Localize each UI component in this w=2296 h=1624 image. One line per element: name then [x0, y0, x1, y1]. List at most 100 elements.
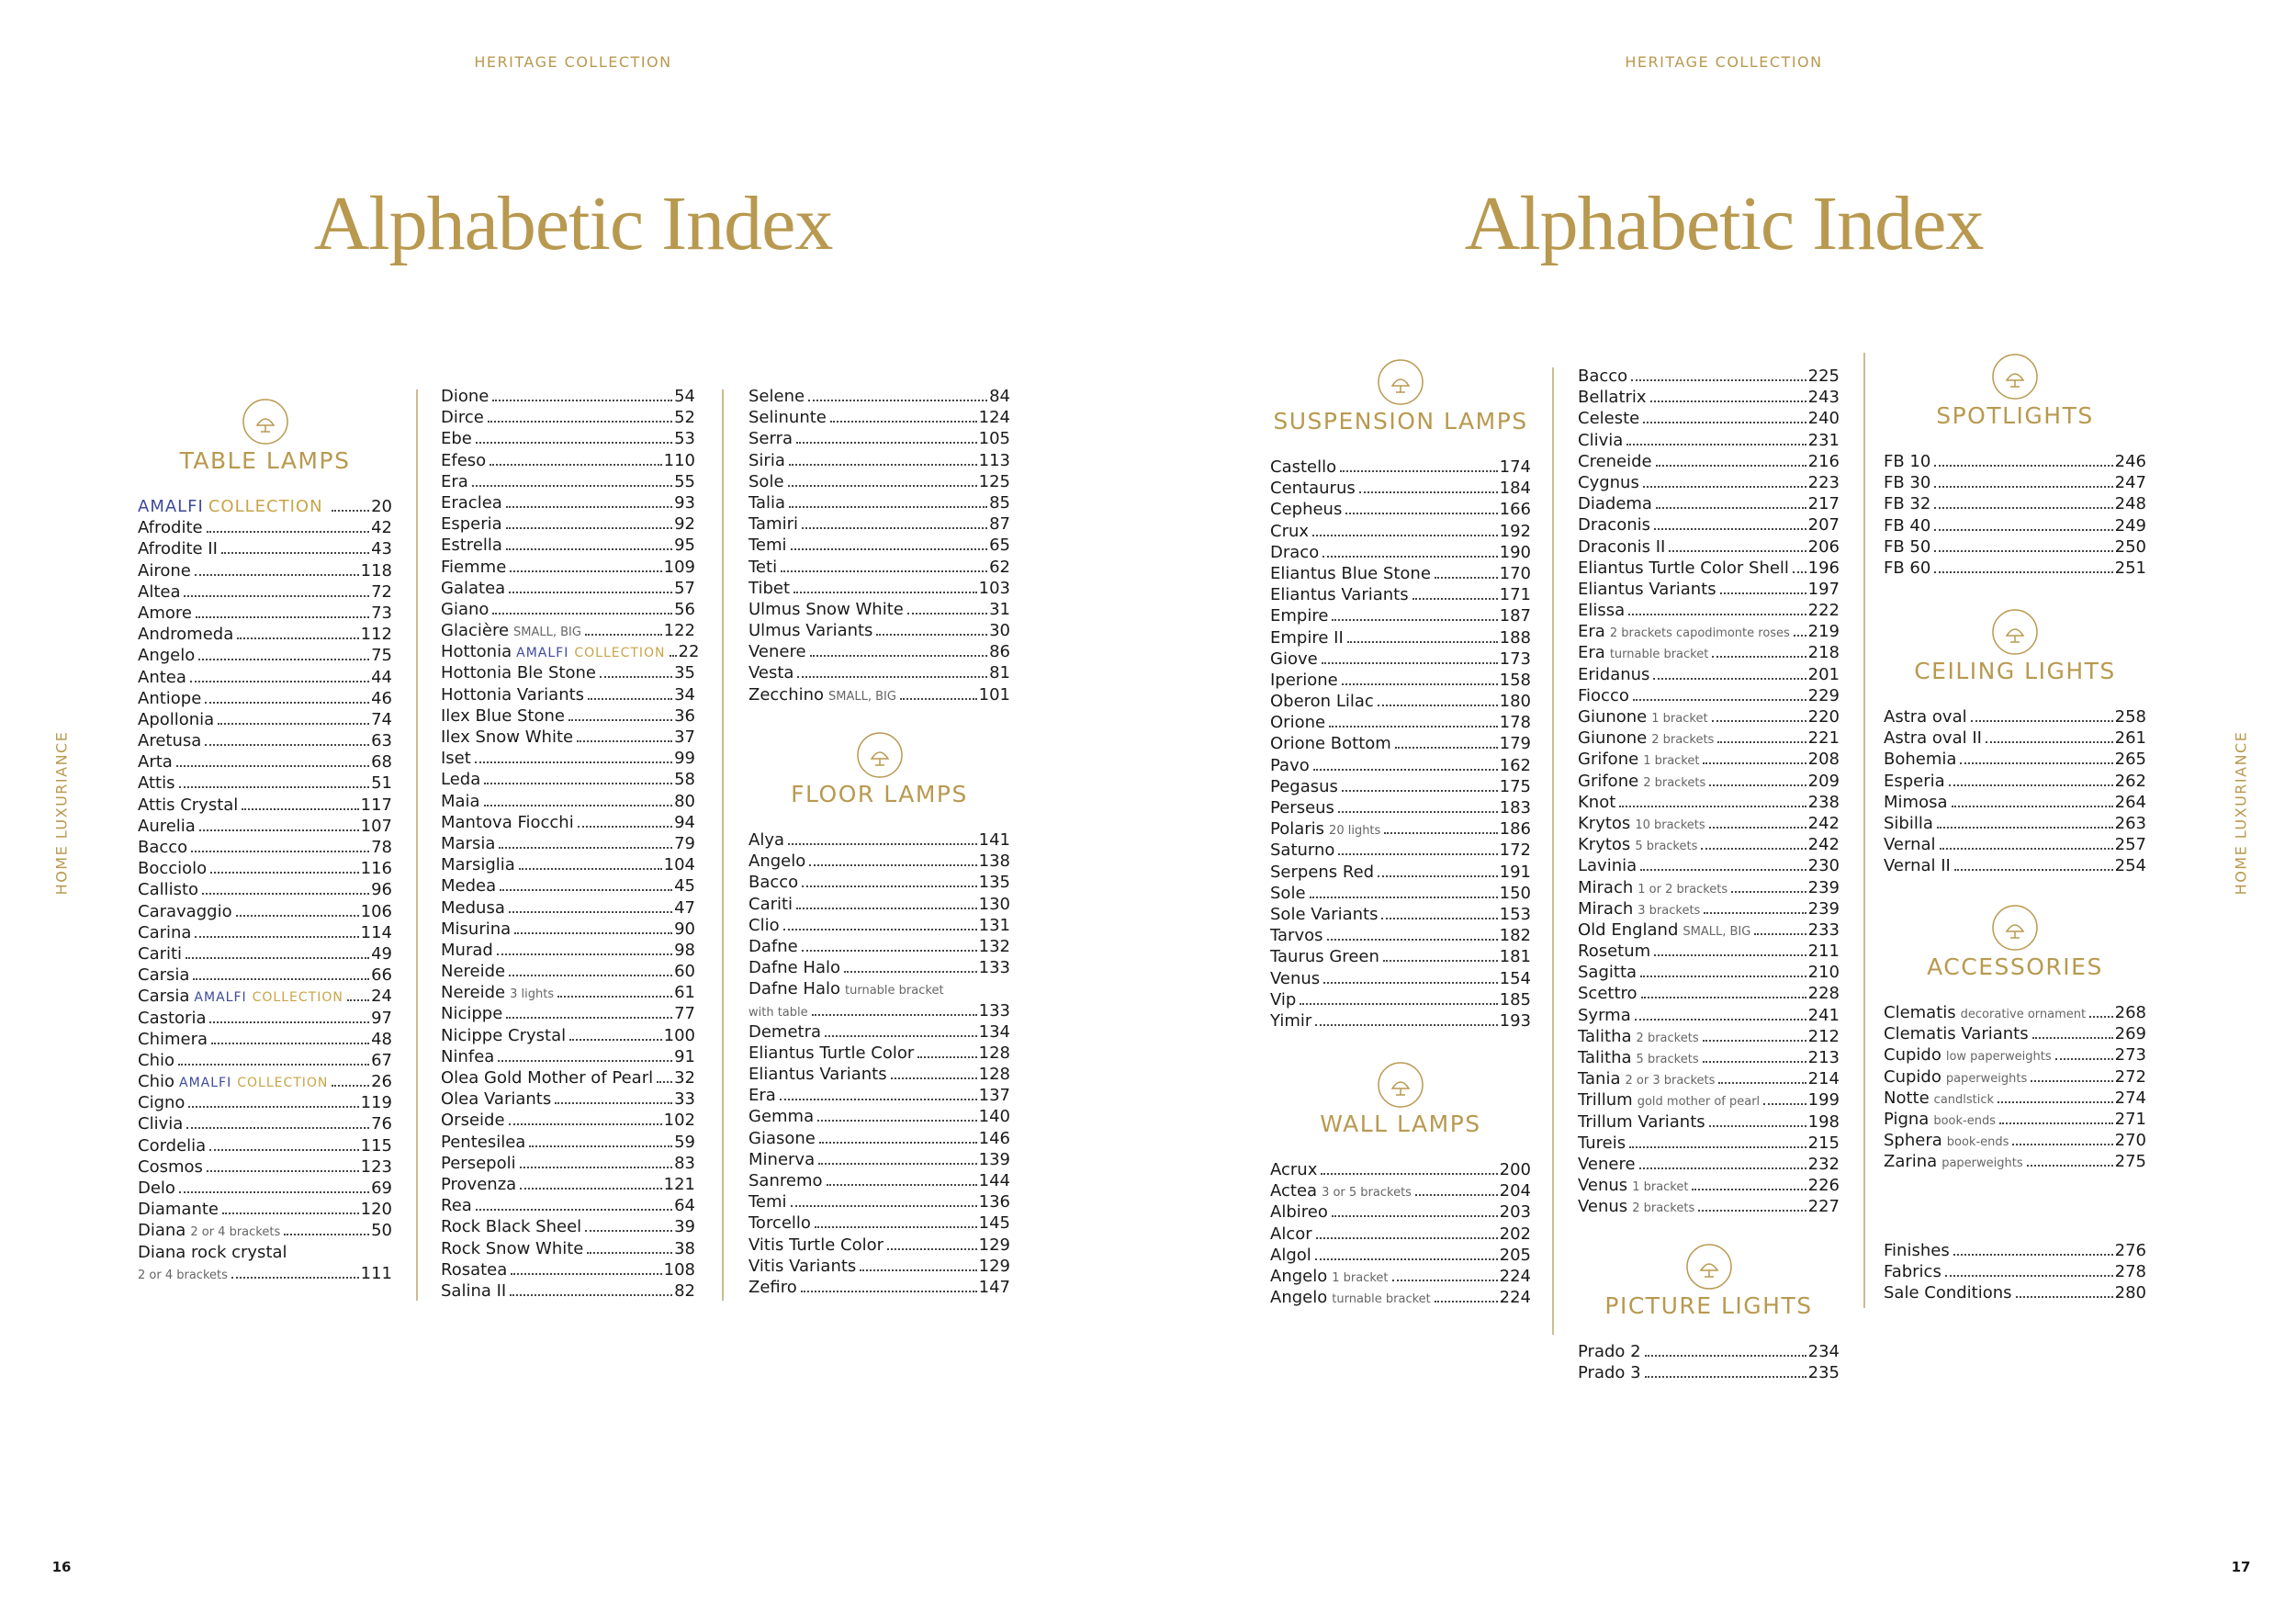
- entry-name: Cygnus: [1578, 472, 1639, 492]
- index-entry: Clivia 231: [1578, 430, 1840, 451]
- entry-page: 224: [1499, 1288, 1531, 1308]
- entry-name: Eridanus: [1578, 664, 1650, 684]
- entry-page: 56: [674, 599, 695, 619]
- leader: [178, 786, 370, 789]
- leader: [1934, 549, 2113, 552]
- leader: [890, 1077, 977, 1080]
- entry-name: Venus: [1270, 968, 1321, 988]
- entry-page: 219: [1807, 622, 1840, 642]
- entry-name: Tania: [1578, 1069, 1621, 1089]
- leader: [1626, 443, 1806, 445]
- entry-name: Cariti: [748, 894, 793, 914]
- running-header: HERITAGE COLLECTION: [474, 53, 672, 71]
- entry-page: 110: [663, 450, 695, 470]
- entry-name: Bellatrix: [1578, 388, 1647, 408]
- section-icon: [242, 399, 288, 445]
- entry-name: Altea: [138, 581, 181, 602]
- entry-name: Marsia: [441, 833, 496, 853]
- index-entry: Carsia AMALFI COLLECTION 24: [138, 986, 392, 1007]
- entry-page: 201: [1807, 664, 1840, 684]
- divider: [416, 389, 418, 1301]
- entry-page: 280: [2114, 1283, 2146, 1303]
- index-entry: Talia 85: [748, 492, 1010, 513]
- index-entry: Venus 2 brackets 227: [1578, 1196, 1840, 1217]
- index-entry: Tureis 215: [1578, 1133, 1840, 1154]
- entry-page: 200: [1499, 1160, 1531, 1179]
- entry-page: 199: [1807, 1090, 1840, 1111]
- leader: [1315, 1023, 1498, 1026]
- index-entry: Fabrics 278: [1884, 1261, 2146, 1282]
- entry-name: Antea: [138, 667, 186, 687]
- index-entry: Alya 141: [748, 829, 1010, 851]
- entry-page: 265: [2114, 750, 2146, 770]
- leader: [1701, 848, 1806, 851]
- entry-page: 153: [1499, 904, 1531, 924]
- leader: [235, 914, 359, 917]
- entry-name: Esperia: [1884, 771, 1945, 791]
- leader: [484, 783, 673, 785]
- entry-name: Centaurus: [1270, 479, 1356, 499]
- index-entry: Serra 105: [748, 428, 1010, 449]
- entry-name: Empire II: [1270, 627, 1344, 648]
- leader: [1934, 507, 2113, 510]
- index-entry: AMALFI COLLECTION 20: [138, 496, 392, 517]
- leader: [788, 463, 977, 466]
- index-entry: Amore 73: [138, 603, 392, 624]
- index-entry: Alcor 202: [1270, 1224, 1531, 1245]
- entry-page: 95: [674, 536, 695, 556]
- leader: [1377, 705, 1498, 707]
- leader: [584, 634, 662, 637]
- leader: [206, 531, 370, 534]
- entry-page: 31: [989, 599, 1010, 619]
- entry-page: 44: [371, 667, 392, 687]
- index-entry: Bacco 135: [748, 872, 1010, 893]
- leader: [1718, 1082, 1806, 1085]
- index-entry: Sole 125: [748, 471, 1010, 492]
- index-entry: Prado 2 234: [1578, 1341, 1840, 1362]
- leader: [186, 1127, 370, 1130]
- entry-page: 93: [674, 492, 695, 513]
- entry-name: Sole Variants: [1270, 904, 1379, 924]
- entry-name: Clivia: [138, 1114, 184, 1134]
- entry-page: 109: [663, 557, 695, 577]
- index-entry: Iset 99: [441, 748, 695, 769]
- entry-note: decorative ornament: [1960, 1008, 2087, 1021]
- leader: [1434, 576, 1498, 579]
- leader: [237, 637, 359, 640]
- leader: [1709, 784, 1806, 786]
- entry-page: 94: [674, 812, 695, 832]
- section-heading: PICTURE LIGHTS: [1604, 1292, 1813, 1319]
- leader: [1704, 911, 1806, 914]
- entry-note: paperweights: [1945, 1071, 2028, 1086]
- entry-page: 154: [1499, 968, 1531, 988]
- leader: [1998, 1100, 2113, 1103]
- entry-page: 47: [674, 897, 695, 918]
- entry-page: 60: [674, 962, 695, 982]
- index-entry: Empire II 188: [1270, 627, 1531, 648]
- index-entry: Airone 118: [138, 560, 392, 581]
- leader: [860, 1269, 977, 1271]
- entry-name: Knot: [1578, 792, 1616, 812]
- index-section: FLOOR LAMPS Alya 141 Angelo 138 Bacco 135 Carit…: [748, 731, 1010, 1298]
- leader: [505, 548, 673, 551]
- entry-name: Temi: [748, 1192, 787, 1212]
- index-entry: Andromeda 112: [138, 624, 392, 645]
- entry-name: Diana rock crystal: [138, 1242, 287, 1262]
- index-entry: Callisto 96: [138, 879, 392, 900]
- entry-page: 217: [1807, 494, 1840, 514]
- entry-page: 185: [1499, 989, 1531, 1009]
- entry-name: Angelo: [1270, 1266, 1328, 1286]
- index-entry: FB 30 247: [1884, 472, 2146, 493]
- entry-page: 131: [978, 915, 1010, 935]
- entry-page: 102: [663, 1111, 695, 1131]
- leader: [1649, 400, 1806, 403]
- index-entry: Astra oval 258: [1884, 706, 2146, 727]
- entry-page: 226: [1807, 1176, 1840, 1196]
- leader: [175, 765, 370, 768]
- index-entry: Aretusa 63: [138, 730, 392, 751]
- leader: [1638, 1167, 1806, 1169]
- leader: [1934, 528, 2113, 531]
- index-entry: Celeste 240: [1578, 408, 1840, 429]
- entry-name: Rosetum: [1578, 942, 1651, 962]
- index-entry: Eraclea 93: [441, 492, 695, 513]
